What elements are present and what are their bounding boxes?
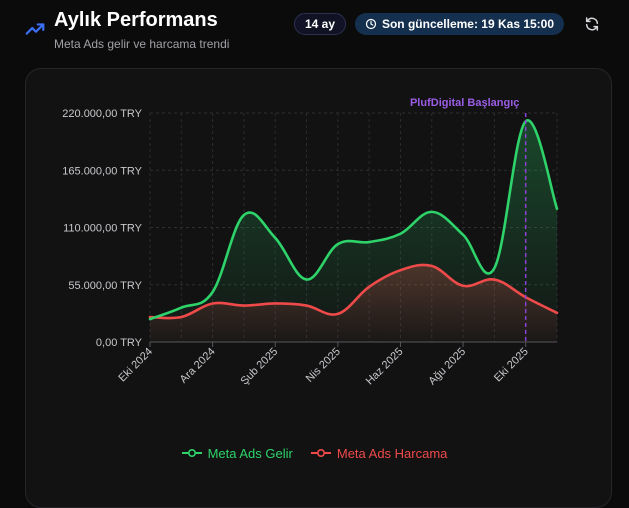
revenue-area <box>150 120 557 343</box>
revenue-line[interactable] <box>148 119 559 321</box>
x-tick-label: Şub 2025 <box>239 346 281 388</box>
legend-swatch-revenue <box>181 448 202 458</box>
page-subtitle: Meta Ads gelir ve harcama trendi <box>54 37 230 51</box>
clock-icon <box>365 18 377 30</box>
last-updated-badge: Son güncelleme: 19 Kas 15:00 <box>355 13 564 35</box>
header: Aylık Performans Meta Ads gelir ve harca… <box>0 0 629 60</box>
y-tick-label: 0,00 TRY <box>96 337 143 349</box>
trending-up-icon <box>25 23 45 35</box>
y-tick-label: 165.000,00 TRY <box>62 165 142 177</box>
chart-legend: Meta Ads Gelir Meta Ads Harcama <box>0 443 629 463</box>
x-tick-label: Nis 2025 <box>304 346 343 385</box>
y-tick-label: 55.000,00 TRY <box>68 280 142 292</box>
x-tick-label: Eki 2024 <box>116 346 155 385</box>
x-tick-label: Ara 2024 <box>178 346 218 386</box>
x-tick-label: Haz 2025 <box>364 346 406 388</box>
x-tick-label: Eki 2025 <box>492 346 531 385</box>
legend-swatch-spend <box>310 448 331 458</box>
legend-item-revenue[interactable]: Meta Ads Gelir <box>181 443 293 463</box>
refresh-icon <box>585 17 599 31</box>
legend-label-revenue: Meta Ads Gelir <box>207 445 293 461</box>
spend-line[interactable] <box>148 263 559 320</box>
annotation-label: PlufDigital Başlangıç <box>410 97 519 109</box>
performance-chart: 0,00 TRY 55.000,00 TRY 110.000,00 TRY 165.0… <box>62 97 559 388</box>
refresh-button[interactable] <box>581 13 603 35</box>
period-badge[interactable]: 14 ay <box>294 13 346 35</box>
legend-label-spend: Meta Ads Harcama <box>336 445 448 461</box>
x-tick-label: Ağu 2025 <box>426 346 468 388</box>
legend-item-spend[interactable]: Meta Ads Harcama <box>310 443 448 463</box>
y-tick-label: 220.000,00 TRY <box>62 108 142 120</box>
last-updated-text: Son güncelleme: 19 Kas 15:00 <box>381 17 555 31</box>
y-tick-label: 110.000,00 TRY <box>63 223 143 235</box>
page-title: Aylık Performans <box>54 9 218 31</box>
